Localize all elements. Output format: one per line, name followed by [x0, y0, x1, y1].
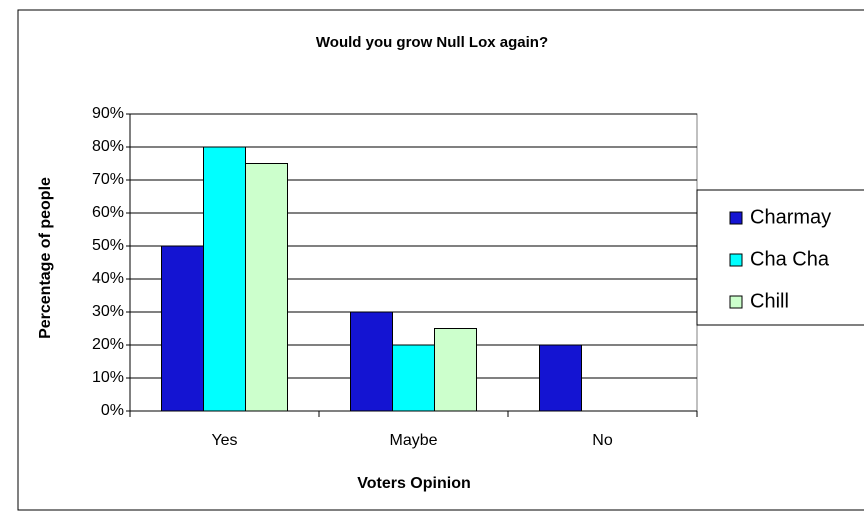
bar	[434, 328, 477, 412]
y-tick-label: 50%	[92, 237, 124, 254]
bar	[203, 146, 246, 412]
bar	[245, 163, 288, 412]
bar	[539, 344, 582, 412]
y-axis-label-group: Percentage of people	[37, 177, 54, 339]
y-axis-label: Percentage of people	[37, 177, 54, 339]
legend-swatch	[729, 253, 743, 267]
legend-swatch	[729, 295, 743, 309]
y-tick-label: 90%	[92, 105, 124, 122]
legend-label: Charmay	[750, 206, 831, 228]
y-tick-label: 60%	[92, 204, 124, 221]
y-tick-label: 20%	[92, 336, 124, 353]
y-tick-label: 0%	[101, 402, 124, 419]
legend-label: Cha Cha	[750, 248, 830, 270]
y-tick-label: 30%	[92, 303, 124, 320]
x-tick-label: Yes	[211, 432, 237, 449]
legend-swatch	[729, 211, 743, 225]
bar	[392, 344, 435, 412]
y-tick-label: 40%	[92, 270, 124, 287]
y-tick-label: 10%	[92, 369, 124, 386]
y-tick-label: 70%	[92, 171, 124, 188]
x-tick-label: No	[592, 432, 613, 449]
x-tick-label: Maybe	[389, 432, 437, 449]
chart-title: Would you grow Null Lox again?	[316, 34, 548, 51]
x-axis-label: Voters Opinion	[357, 475, 470, 492]
legend-box	[696, 189, 864, 326]
bar	[350, 311, 393, 412]
y-tick-label: 80%	[92, 138, 124, 155]
legend-label: Chill	[750, 290, 789, 312]
bar	[161, 245, 204, 412]
